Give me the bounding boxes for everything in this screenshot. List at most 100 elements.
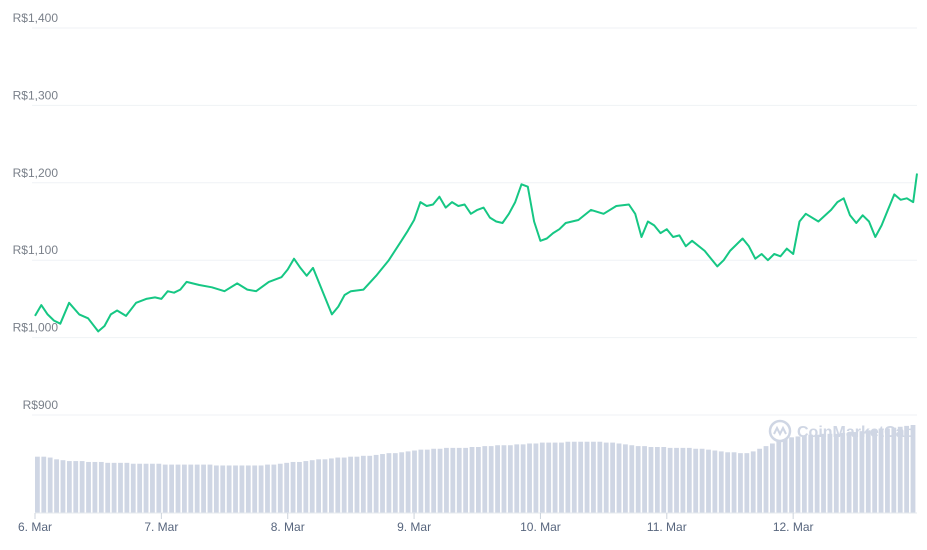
price-point[interactable] [588, 207, 593, 212]
price-point[interactable] [513, 200, 518, 205]
price-point[interactable] [399, 238, 404, 243]
price-point[interactable] [753, 256, 758, 261]
price-point[interactable] [639, 234, 644, 239]
price-point[interactable] [317, 281, 322, 286]
price-point[interactable] [329, 312, 334, 317]
price-point[interactable] [727, 248, 732, 253]
price-point[interactable] [304, 273, 309, 278]
price-point[interactable] [159, 296, 164, 301]
price-point[interactable] [915, 171, 920, 176]
price-point[interactable] [690, 238, 695, 243]
price-point[interactable] [292, 256, 297, 261]
price-point[interactable] [336, 304, 341, 309]
price-point[interactable] [153, 295, 158, 300]
price-point[interactable] [386, 258, 391, 263]
price-point[interactable] [77, 312, 82, 317]
price-point[interactable] [835, 200, 840, 205]
price-point[interactable] [285, 267, 290, 272]
price-point[interactable] [538, 238, 543, 243]
price-point[interactable] [532, 219, 537, 224]
price-point[interactable] [563, 221, 568, 226]
price-point[interactable] [475, 207, 480, 212]
price-point[interactable] [348, 289, 353, 294]
price-point[interactable] [746, 244, 751, 249]
price-point[interactable] [645, 219, 650, 224]
price-point[interactable] [772, 252, 777, 257]
price-point[interactable] [361, 287, 366, 292]
price-point[interactable] [412, 217, 417, 222]
price-line[interactable] [34, 173, 918, 333]
price-point[interactable] [778, 254, 783, 259]
price-point[interactable] [626, 202, 631, 207]
price-point[interactable] [494, 219, 499, 224]
price-point[interactable] [184, 279, 189, 284]
price-point[interactable] [209, 285, 214, 290]
price-point[interactable] [506, 211, 511, 216]
price-point[interactable] [178, 287, 183, 292]
price-point[interactable] [551, 231, 556, 236]
price-point[interactable] [487, 215, 492, 220]
price-point[interactable] [197, 282, 202, 287]
price-point[interactable] [405, 228, 410, 233]
price-point[interactable] [671, 234, 676, 239]
price-point[interactable] [658, 231, 663, 236]
price-point[interactable] [829, 207, 834, 212]
price-point[interactable] [797, 219, 802, 224]
price-point[interactable] [96, 329, 101, 334]
price-point[interactable] [165, 289, 170, 294]
price-point[interactable] [721, 258, 726, 263]
price-point[interactable] [437, 194, 442, 199]
price-point[interactable] [279, 275, 284, 280]
price-point[interactable] [803, 211, 808, 216]
price-point[interactable] [683, 244, 688, 249]
price-point[interactable] [892, 192, 897, 197]
price-point[interactable] [904, 196, 909, 201]
price-point[interactable] [310, 265, 315, 270]
price-point[interactable] [86, 316, 91, 321]
price-point[interactable] [462, 202, 467, 207]
price-point[interactable] [468, 211, 473, 216]
price-point[interactable] [633, 211, 638, 216]
price-point[interactable] [298, 265, 303, 270]
price-point[interactable] [481, 205, 486, 210]
price-point[interactable] [342, 293, 347, 298]
price-point[interactable] [860, 213, 865, 218]
price-point[interactable] [759, 252, 764, 257]
price-point[interactable] [677, 233, 682, 238]
price-point[interactable] [601, 211, 606, 216]
price-point[interactable] [841, 196, 846, 201]
price-point[interactable] [102, 323, 107, 328]
price-point[interactable] [740, 236, 745, 241]
price-point[interactable] [702, 248, 707, 253]
price-point[interactable] [134, 300, 139, 305]
price-point[interactable] [39, 303, 44, 308]
price-point[interactable] [614, 204, 619, 209]
price-point[interactable] [33, 313, 38, 318]
price-point[interactable] [576, 217, 581, 222]
price-point[interactable] [266, 279, 271, 284]
price-line-series[interactable] [33, 171, 920, 334]
price-point[interactable] [374, 273, 379, 278]
price-point[interactable] [45, 312, 50, 317]
price-point[interactable] [784, 246, 789, 251]
price-point[interactable] [424, 204, 429, 209]
price-point[interactable] [222, 289, 227, 294]
price-point[interactable] [765, 258, 770, 263]
price-point[interactable] [443, 205, 448, 210]
price-point[interactable] [911, 200, 916, 205]
price-point[interactable] [51, 318, 56, 323]
price-point[interactable] [885, 207, 890, 212]
price-point[interactable] [245, 287, 250, 292]
price-point[interactable] [235, 281, 240, 286]
price-point[interactable] [500, 221, 505, 226]
price-point[interactable] [144, 296, 149, 301]
price-point[interactable] [456, 204, 461, 209]
price-point[interactable] [854, 221, 859, 226]
price-point[interactable] [323, 296, 328, 301]
price-point[interactable] [519, 182, 524, 187]
price-point[interactable] [879, 223, 884, 228]
price-point[interactable] [58, 321, 63, 326]
price-point[interactable] [123, 313, 128, 318]
